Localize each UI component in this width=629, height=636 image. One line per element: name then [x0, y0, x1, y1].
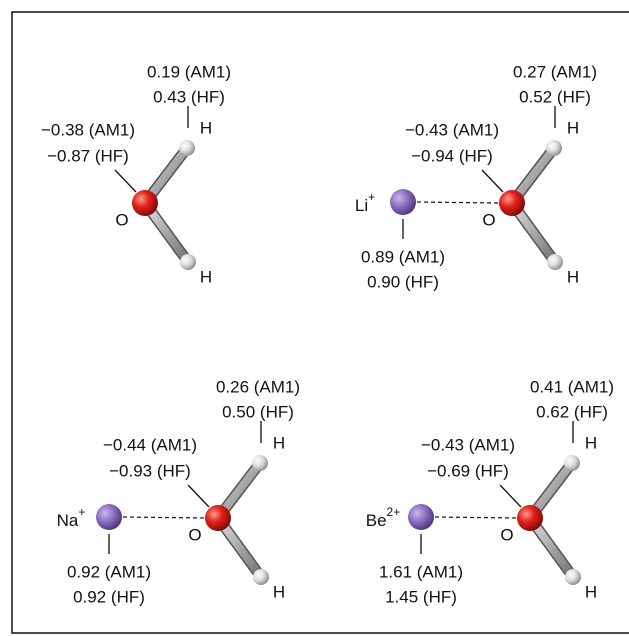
diagram: O H H 0.19 (AM1) 0.43 (HF) −0.38 (AM1) −0.87 (…	[0, 0, 629, 636]
ion-charge: +	[78, 505, 85, 519]
oxygen-atom	[205, 505, 231, 531]
ion-charge-am1: 1.61 (AM1)	[379, 562, 463, 581]
o-charge-hf: −0.93 (HF)	[109, 461, 191, 480]
hydrogen-label: H	[567, 118, 579, 137]
ion-contact	[435, 517, 518, 518]
ion-charge: +	[368, 190, 375, 204]
ion-label: Be2+	[366, 505, 400, 530]
oxygen-atom	[132, 190, 158, 216]
ion-charge-hf: 1.45 (HF)	[385, 587, 457, 606]
h-charge-am1: 0.41 (AM1)	[530, 377, 614, 396]
ion-symbol: Na	[57, 511, 79, 530]
h-charge-am1: 0.26 (AM1)	[216, 377, 300, 396]
hydrogen-label: H	[273, 433, 285, 452]
oxygen-label: O	[500, 525, 513, 544]
o-charge-hf: −0.87 (HF)	[47, 146, 129, 165]
hydrogen-atom	[252, 455, 268, 471]
hydrogen-atom	[253, 569, 269, 585]
ion-atom	[408, 504, 434, 530]
ion-charge-am1: 0.89 (AM1)	[361, 247, 445, 266]
ion-atom	[96, 504, 122, 530]
hydrogen-label: H	[567, 267, 579, 286]
o-charge-am1: −0.43 (AM1)	[405, 120, 499, 139]
hydrogen-atom	[179, 140, 195, 156]
ion-symbol: Be	[366, 511, 387, 530]
oxygen-atom	[517, 505, 543, 531]
oxygen-label: O	[188, 525, 201, 544]
ion-symbol: Li	[355, 196, 368, 215]
h-charge-am1: 0.27 (AM1)	[513, 62, 597, 81]
hydrogen-atom	[547, 254, 563, 270]
ion-label: Li+	[355, 190, 375, 215]
ion-contact	[123, 517, 206, 518]
hydrogen-label: H	[585, 582, 597, 601]
o-charge-am1: −0.38 (AM1)	[41, 120, 135, 139]
oxygen-label: O	[482, 210, 495, 229]
ion-charge-am1: 0.92 (AM1)	[67, 562, 151, 581]
o-leader	[500, 485, 521, 507]
hydrogen-label: H	[200, 267, 212, 286]
hydrogen-label: H	[200, 118, 212, 137]
h-charge-am1: 0.19 (AM1)	[147, 62, 231, 81]
o-leader	[115, 170, 136, 192]
o-leader	[188, 485, 209, 507]
ion-atom	[390, 189, 416, 215]
o-leader	[482, 170, 503, 192]
ion-contact	[417, 202, 500, 203]
hydrogen-label: H	[273, 582, 285, 601]
h-charge-hf: 0.50 (HF)	[222, 402, 294, 421]
o-charge-hf: −0.69 (HF)	[427, 461, 509, 480]
o-charge-am1: −0.43 (AM1)	[421, 435, 515, 454]
o-charge-am1: −0.44 (AM1)	[103, 435, 197, 454]
h-charge-hf: 0.43 (HF)	[153, 87, 225, 106]
oxygen-label: O	[115, 210, 128, 229]
ion-charge-hf: 0.90 (HF)	[367, 272, 439, 291]
h-charge-hf: 0.52 (HF)	[519, 87, 591, 106]
oxygen-atom	[499, 190, 525, 216]
hydrogen-atom	[565, 569, 581, 585]
h-charge-hf: 0.62 (HF)	[536, 402, 608, 421]
ion-label: Na+	[57, 505, 86, 530]
ion-charge-hf: 0.92 (HF)	[73, 587, 145, 606]
o-charge-hf: −0.94 (HF)	[411, 146, 493, 165]
hydrogen-label: H	[585, 433, 597, 452]
ion-charge: 2+	[387, 505, 401, 519]
hydrogen-atom	[564, 455, 580, 471]
hydrogen-atom	[180, 254, 196, 270]
hydrogen-atom	[546, 140, 562, 156]
